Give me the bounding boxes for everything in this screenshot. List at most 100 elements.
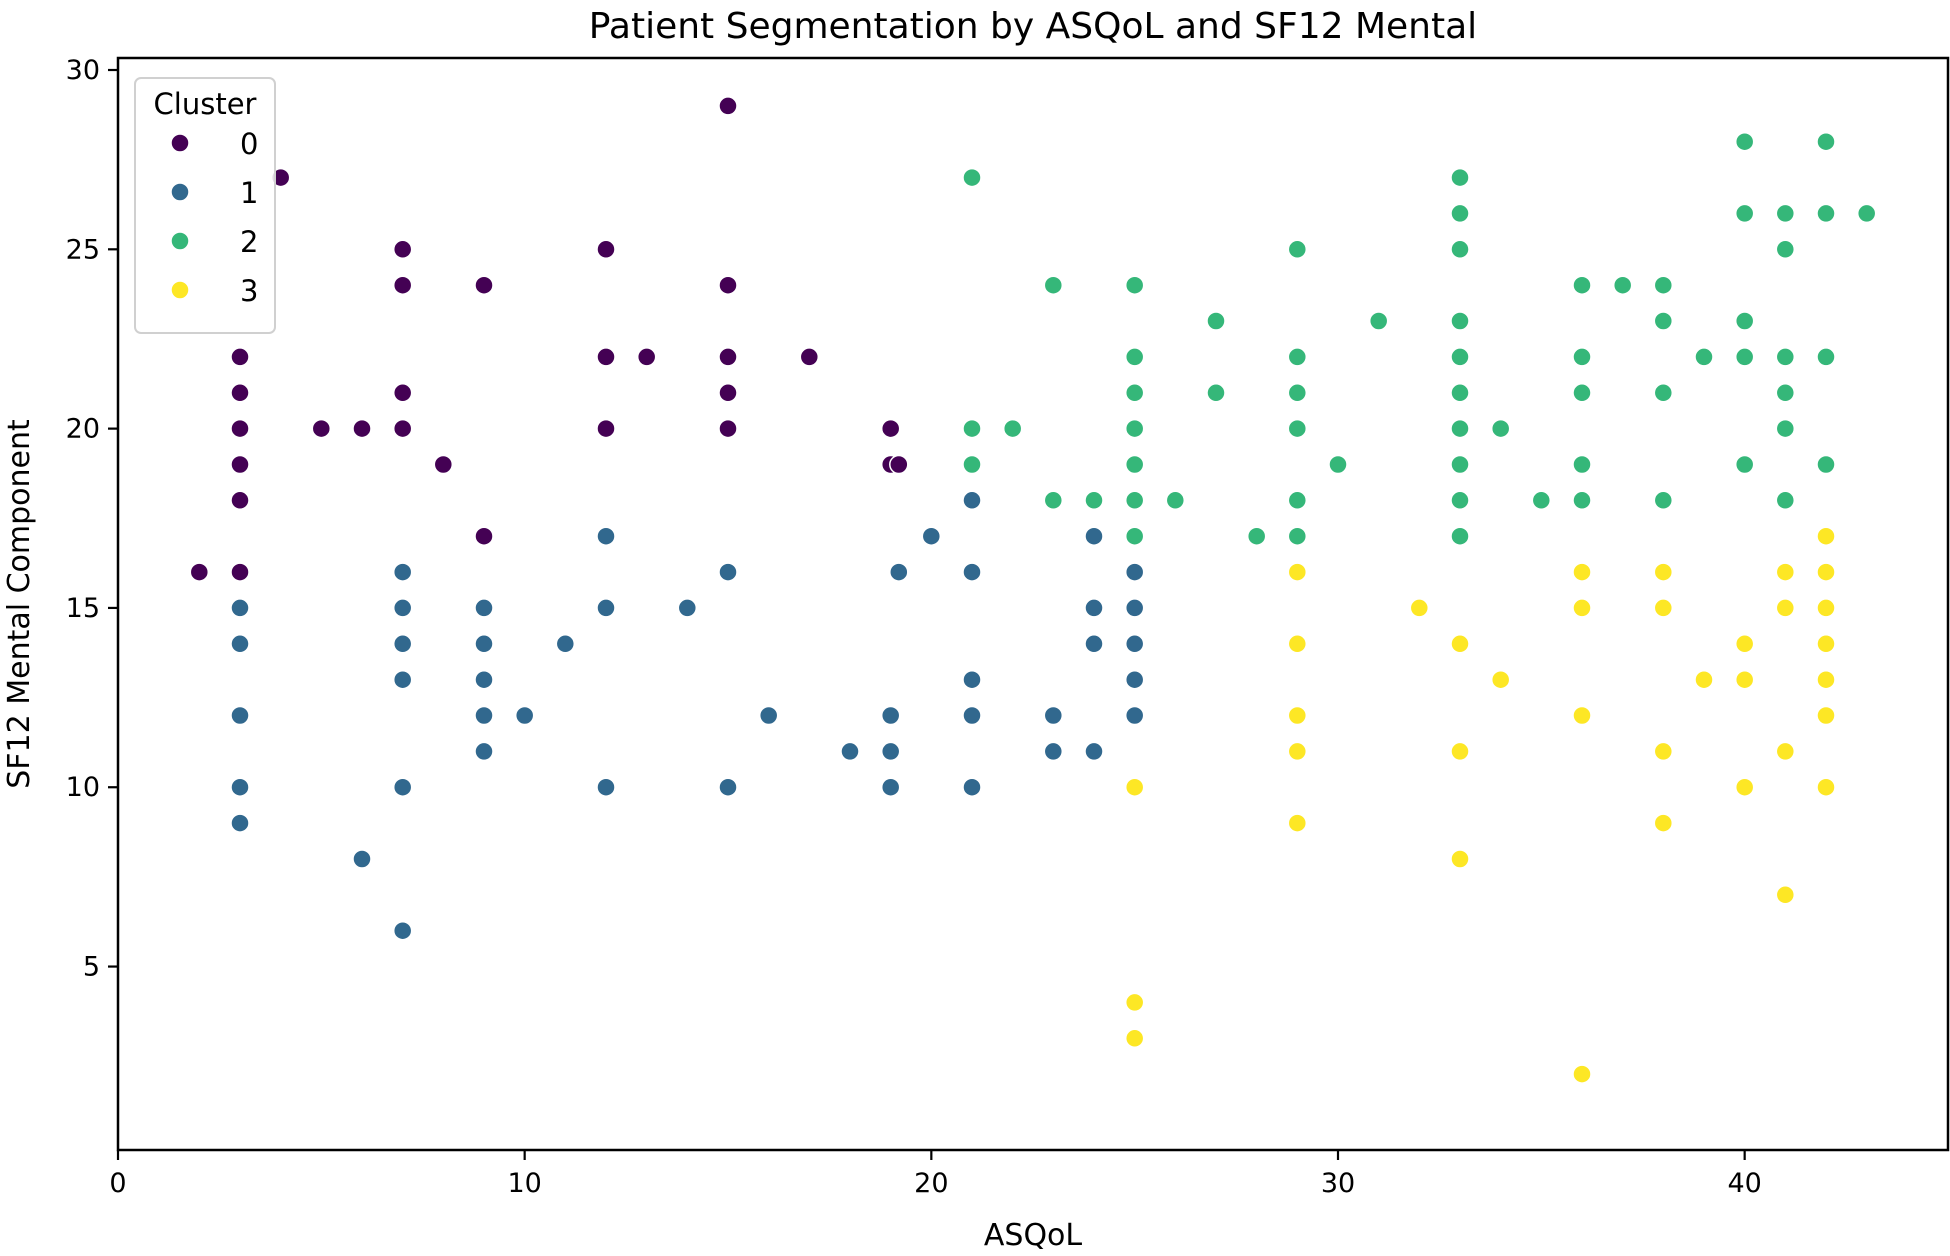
data-point <box>1450 849 1470 869</box>
data-point <box>962 454 982 475</box>
data-point <box>392 383 413 403</box>
data-point <box>1572 598 1592 618</box>
data-point <box>962 562 982 582</box>
data-point <box>1572 454 1592 475</box>
data-point <box>718 418 738 439</box>
data-point <box>1734 131 1755 152</box>
data-point <box>1043 741 1064 762</box>
data-point <box>1816 598 1836 618</box>
data-points <box>189 96 1877 1084</box>
data-point <box>880 741 901 762</box>
data-point <box>392 562 413 582</box>
data-point <box>1775 562 1796 582</box>
data-point <box>1409 598 1430 618</box>
data-point <box>555 634 576 654</box>
data-point <box>1775 239 1796 260</box>
data-point <box>962 669 982 690</box>
legend: Cluster 0 1 2 3 <box>134 77 276 334</box>
data-point <box>880 777 901 797</box>
data-point <box>1816 669 1836 690</box>
x-tick-label: 0 <box>109 1168 126 1199</box>
data-point <box>1775 598 1796 618</box>
data-point <box>1572 1064 1592 1084</box>
data-point <box>230 418 250 439</box>
data-point <box>596 777 616 797</box>
data-point <box>1816 347 1836 367</box>
data-point <box>230 562 250 582</box>
data-point <box>1084 634 1104 654</box>
data-point <box>718 383 738 403</box>
data-point <box>1734 454 1755 475</box>
chart-title: Patient Segmentation by ASQoL and SF12 M… <box>589 6 1477 47</box>
data-point <box>514 705 535 726</box>
data-point <box>230 383 250 403</box>
data-point <box>1572 275 1592 295</box>
data-point <box>596 526 616 546</box>
data-point <box>1775 203 1796 224</box>
data-point <box>636 347 657 367</box>
data-point <box>880 705 901 726</box>
data-point <box>1287 418 1308 439</box>
data-point <box>596 347 616 367</box>
data-point <box>1531 490 1552 511</box>
data-point <box>1084 741 1104 762</box>
data-point <box>392 669 413 690</box>
data-point <box>474 669 494 690</box>
data-point <box>392 777 413 797</box>
series-0 <box>189 96 909 582</box>
data-point <box>1856 203 1877 224</box>
data-point <box>921 526 942 546</box>
y-axis-ticks: 5 10 15 20 25 30 <box>66 55 118 983</box>
data-point <box>1124 777 1145 797</box>
data-point <box>1043 705 1064 726</box>
data-point <box>880 418 901 439</box>
data-point <box>230 490 250 511</box>
data-point <box>1450 203 1470 224</box>
data-point <box>718 96 738 116</box>
data-point <box>1287 705 1308 726</box>
x-tick-label: 30 <box>1321 1168 1355 1199</box>
data-point <box>1450 167 1470 188</box>
data-point <box>962 705 982 726</box>
data-point <box>1490 669 1511 690</box>
data-point <box>1816 454 1836 475</box>
data-point <box>962 490 982 511</box>
data-point <box>1287 490 1308 511</box>
x-tick-label: 20 <box>914 1168 948 1199</box>
data-point <box>230 705 250 726</box>
data-point <box>1084 526 1104 546</box>
legend-marker <box>170 280 190 300</box>
data-point <box>1775 885 1796 905</box>
data-point <box>1734 669 1755 690</box>
data-point <box>230 454 250 475</box>
data-point <box>474 741 494 762</box>
data-point <box>1572 705 1592 726</box>
data-point <box>1653 490 1674 511</box>
data-point <box>1572 562 1592 582</box>
data-point <box>962 418 982 439</box>
data-point <box>1124 418 1145 439</box>
data-point <box>1124 454 1145 475</box>
data-point <box>189 562 210 582</box>
data-point <box>1450 526 1470 546</box>
data-point <box>392 275 413 295</box>
data-point <box>1816 705 1836 726</box>
data-point <box>230 598 250 618</box>
data-point <box>1816 634 1836 654</box>
data-point <box>1246 526 1267 546</box>
data-point <box>1734 203 1755 224</box>
legend-box <box>134 77 276 334</box>
data-point <box>1124 275 1145 295</box>
legend-label: 2 <box>240 225 258 259</box>
data-point <box>230 777 250 797</box>
data-point <box>840 741 860 762</box>
data-point <box>1653 741 1674 762</box>
data-point <box>1450 634 1470 654</box>
y-tick-label: 10 <box>66 772 100 803</box>
data-point <box>1734 347 1755 367</box>
data-point <box>1450 741 1470 762</box>
data-point <box>1775 490 1796 511</box>
y-tick-label: 5 <box>83 952 100 983</box>
data-point <box>962 167 982 188</box>
data-point <box>230 634 250 654</box>
